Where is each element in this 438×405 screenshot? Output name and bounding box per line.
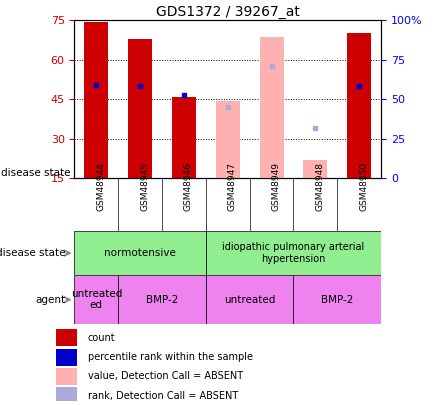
Text: GSM48946: GSM48946	[184, 162, 193, 211]
Bar	[347, 34, 371, 178]
Bar	[118, 275, 206, 324]
Text: rank, Detection Call = ABSENT: rank, Detection Call = ABSENT	[88, 390, 238, 401]
Title: GDS1372 / 39267_at: GDS1372 / 39267_at	[156, 5, 300, 19]
Text: untreated
ed: untreated ed	[71, 289, 122, 311]
Text: GSM48950: GSM48950	[359, 162, 368, 211]
Bar	[84, 21, 109, 178]
Bar	[128, 39, 152, 178]
Text: untreated: untreated	[224, 295, 276, 305]
Bar	[293, 275, 381, 324]
Text: count: count	[88, 333, 115, 343]
Bar	[74, 231, 206, 275]
Text: idiopathic pulmonary arterial
hypertension: idiopathic pulmonary arterial hypertensi…	[223, 242, 364, 264]
Bar	[216, 100, 240, 178]
Text: percentile rank within the sample: percentile rank within the sample	[88, 352, 253, 362]
Text: disease state: disease state	[0, 168, 70, 178]
Text: normotensive: normotensive	[104, 248, 176, 258]
Bar	[206, 275, 293, 324]
Bar	[206, 231, 381, 275]
Text: disease state: disease state	[0, 248, 66, 258]
Text: GSM48947: GSM48947	[228, 162, 237, 211]
Text: BMP-2: BMP-2	[321, 295, 353, 305]
Bar	[56, 329, 77, 346]
Text: BMP-2: BMP-2	[146, 295, 178, 305]
Bar	[304, 160, 328, 178]
Bar	[172, 96, 196, 178]
Bar	[56, 387, 77, 404]
Bar	[259, 37, 284, 178]
Text: GSM48948: GSM48948	[315, 162, 325, 211]
Text: GSM48944: GSM48944	[96, 162, 106, 211]
Bar	[56, 368, 77, 385]
Bar	[74, 275, 118, 324]
Text: GSM48945: GSM48945	[140, 162, 149, 211]
Text: agent: agent	[35, 295, 66, 305]
Bar	[56, 349, 77, 366]
Text: value, Detection Call = ABSENT: value, Detection Call = ABSENT	[88, 371, 243, 382]
Text: GSM48949: GSM48949	[272, 162, 281, 211]
